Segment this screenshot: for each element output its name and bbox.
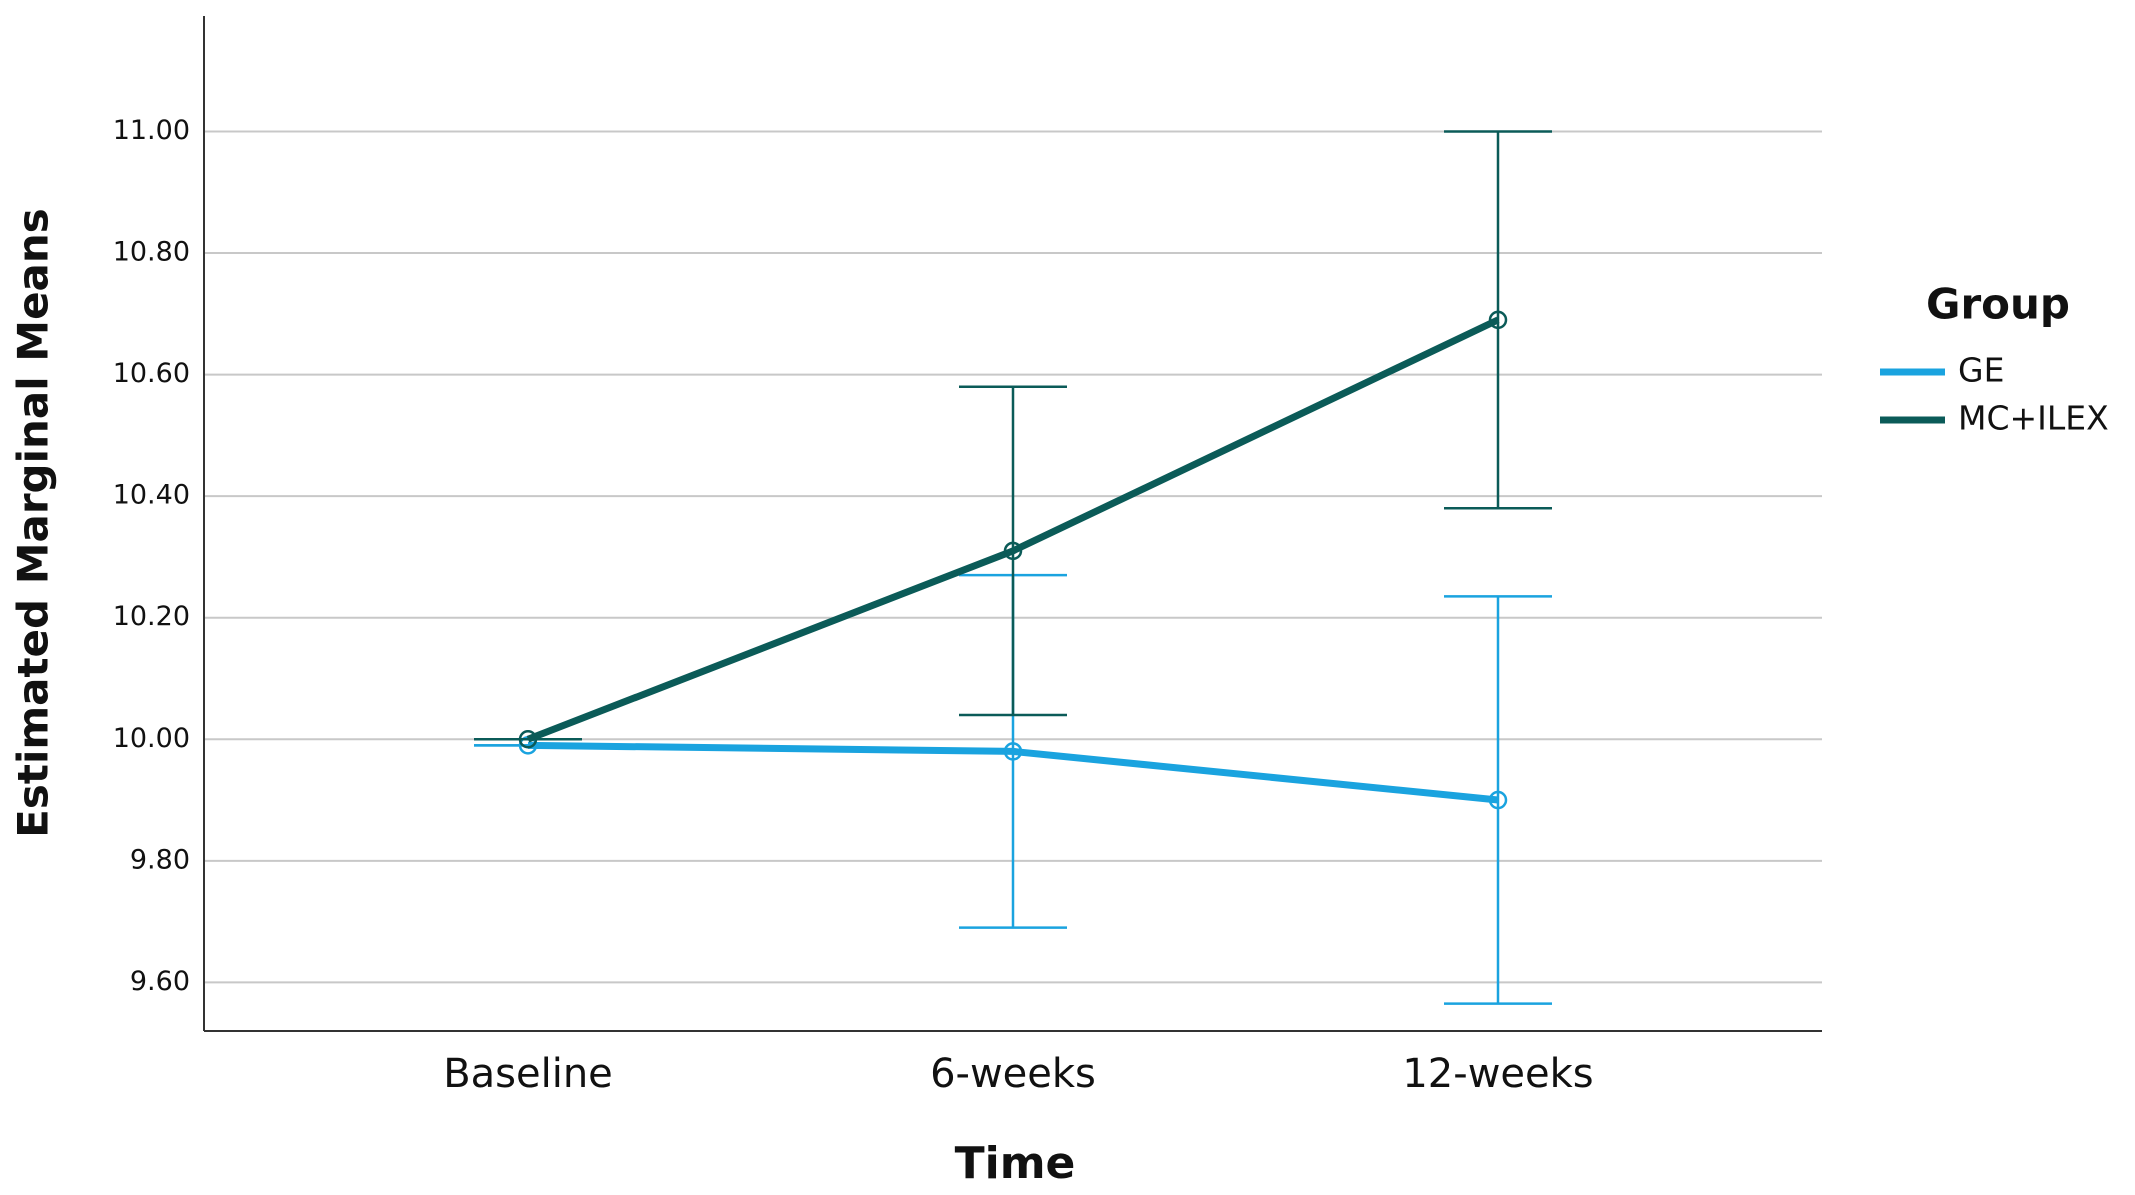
legend-label: MC+ILEX (1958, 399, 2109, 438)
y-axis-title: Estimated Marginal Means (9, 208, 58, 838)
point (1003, 541, 1023, 561)
point (1488, 790, 1508, 810)
point (1488, 310, 1508, 330)
y-tick-label: 11.00 (113, 115, 190, 146)
x-axis-title: Time (955, 1138, 1076, 1189)
legend-title: Group (1926, 280, 2070, 329)
x-tick-label: Baseline (443, 1051, 613, 1097)
legend-label: GE (1958, 351, 2004, 390)
series-line (527, 741, 1499, 804)
y-tick-label: 9.60 (130, 966, 190, 997)
y-tick-label: 10.60 (113, 358, 190, 389)
point (1003, 742, 1023, 761)
y-tick-label: 10.00 (113, 723, 190, 754)
x-tick-label: 12-weeks (1402, 1051, 1593, 1097)
series-line (526, 316, 1500, 743)
y-tick-label: 9.80 (130, 844, 190, 875)
y-tick-label: 10.20 (113, 601, 190, 632)
point (518, 730, 538, 749)
y-tick-label: 10.80 (113, 237, 190, 268)
x-tick-label: 6-weeks (930, 1051, 1096, 1097)
y-tick-label: 10.40 (113, 480, 190, 511)
